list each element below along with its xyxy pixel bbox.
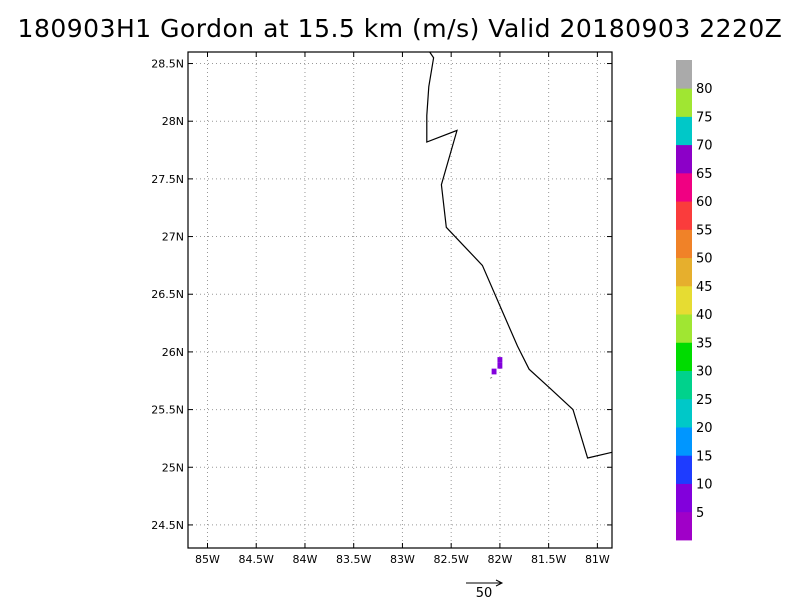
colorbar-label: 45 (696, 280, 713, 295)
plot-frame (187, 51, 613, 549)
wind-cells (491, 357, 503, 375)
grid-lines (188, 52, 612, 548)
colorbar-label: 25 (696, 393, 713, 408)
axis-ticks (188, 52, 612, 548)
colorbar-segment (676, 88, 692, 117)
lon-tick-label: 84.5W (239, 553, 274, 566)
colorbar-segment (676, 201, 692, 230)
lat-tick-label: 27N (162, 231, 184, 244)
plot-content (426, 52, 612, 459)
wind-vectors (489, 376, 493, 379)
colorbar-label: 75 (696, 110, 713, 125)
colorbar-label: 35 (696, 336, 713, 351)
map-title: 180903H1 Gordon at 15.5 km (m/s) Valid 2… (17, 14, 783, 43)
lat-tick-label: 24.5N (151, 519, 184, 532)
colorbar-segment (676, 144, 692, 174)
colorbar-segment (676, 483, 692, 513)
colorbar-segment (676, 398, 692, 428)
lat-tick-label: 26N (162, 346, 184, 359)
lon-tick-label: 85W (195, 553, 220, 566)
colorbar-label: 20 (696, 421, 713, 436)
reference-vector: 50 (466, 579, 504, 600)
lon-tick-label: 81.5W (531, 553, 566, 566)
lon-tick-label: 84W (293, 553, 318, 566)
lat-tick-label: 28N (162, 115, 184, 128)
colorbar-segment (676, 229, 692, 259)
lat-tick-label: 27.5N (151, 173, 184, 186)
lat-tick-label: 25N (162, 461, 184, 474)
colorbar-segment (676, 427, 692, 456)
colorbar-label: 70 (696, 139, 713, 154)
lat-tick-label: 25.5N (151, 404, 184, 417)
colorbar: 5 10 15 20 25 30 35 40 45 50 55 60 65 70 75 80 (676, 60, 713, 541)
colorbar-segment (676, 60, 692, 89)
colorbar-segment (676, 342, 692, 371)
lon-tick-label: 81W (585, 553, 610, 566)
reference-vector-arrowhead (495, 579, 504, 587)
colorbar-label: 60 (696, 195, 713, 210)
colorbar-segment (676, 314, 692, 343)
colorbar-segment (676, 116, 692, 146)
reference-vector-label: 50 (476, 586, 493, 600)
wind-cell (497, 357, 503, 363)
lon-tick-label: 82W (487, 553, 512, 566)
colorbar-label: 50 (696, 252, 713, 267)
colorbar-label: 65 (696, 167, 713, 182)
wind-cell (497, 362, 503, 369)
colorbar-segment (676, 172, 692, 202)
colorbar-segment (676, 455, 692, 484)
axis-tick-labels: 28.5N 28N 27.5N 27N 26.5N 26N 25.5N 25N 24.5N 85W… (151, 58, 610, 566)
lat-tick-label: 28.5N (151, 58, 184, 71)
lon-tick-label: 83.5W (336, 553, 371, 566)
colorbar-label: 30 (696, 365, 713, 380)
lon-tick-label: 83W (390, 553, 415, 566)
colorbar-segment (676, 511, 692, 541)
colorbar-segment (676, 285, 692, 315)
lon-tick-label: 82.5W (433, 553, 468, 566)
colorbar-label: 80 (696, 82, 713, 97)
colorbar-label: 10 (696, 478, 713, 493)
coastline (426, 52, 612, 459)
colorbar-label: 55 (696, 223, 713, 238)
lat-tick-label: 26.5N (151, 288, 184, 301)
colorbar-segment (676, 257, 692, 287)
wind-vector (489, 376, 493, 379)
colorbar-label: 40 (696, 308, 713, 323)
wind-cell (491, 368, 497, 375)
colorbar-segment (676, 370, 692, 400)
colorbar-label: 15 (696, 449, 713, 464)
colorbar-label: 5 (696, 506, 704, 521)
